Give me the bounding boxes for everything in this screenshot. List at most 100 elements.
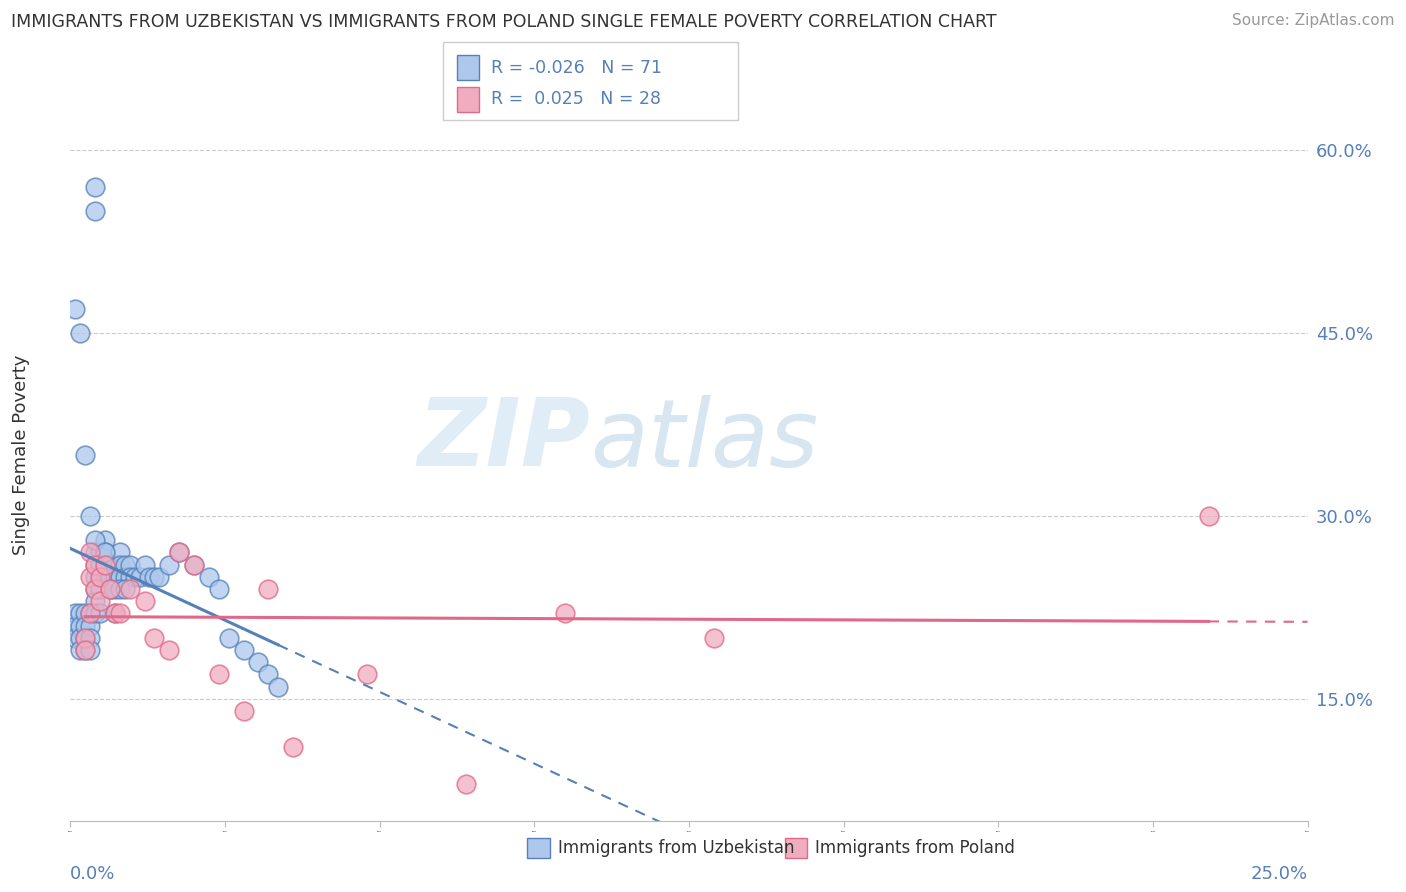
Point <box>157 558 180 572</box>
Point <box>84 594 107 608</box>
Point <box>118 582 141 596</box>
Text: ZIP: ZIP <box>418 394 591 486</box>
Point <box>75 631 97 645</box>
Point <box>89 570 111 584</box>
Point <box>89 545 111 559</box>
Point <box>208 582 231 596</box>
Point <box>69 326 91 340</box>
Text: Single Female Poverty: Single Female Poverty <box>11 355 30 555</box>
Point <box>257 667 280 681</box>
Text: atlas: atlas <box>591 395 818 486</box>
Point <box>94 533 117 548</box>
Point <box>84 607 107 621</box>
Point <box>104 607 127 621</box>
Point <box>89 570 111 584</box>
Point <box>94 545 117 559</box>
Point <box>114 582 136 596</box>
Point <box>104 570 127 584</box>
Point <box>208 667 231 681</box>
Point <box>94 545 117 559</box>
Point <box>84 204 107 219</box>
Point <box>84 533 107 548</box>
Point <box>114 570 136 584</box>
Point <box>79 570 101 584</box>
Text: Immigrants from Uzbekistan: Immigrants from Uzbekistan <box>558 839 794 857</box>
Point <box>79 618 101 632</box>
Point <box>89 558 111 572</box>
Point <box>69 643 91 657</box>
Text: 25.0%: 25.0% <box>1250 864 1308 882</box>
Point <box>69 607 91 621</box>
Point <box>247 655 270 669</box>
Point <box>75 643 97 657</box>
Text: 0.0%: 0.0% <box>70 864 115 882</box>
Point <box>157 643 180 657</box>
Point <box>1198 508 1220 523</box>
Point <box>108 570 131 584</box>
Point <box>69 618 91 632</box>
Point <box>79 508 101 523</box>
Point <box>198 570 221 584</box>
Point <box>79 643 101 657</box>
Point <box>183 558 205 572</box>
Point <box>94 558 117 572</box>
Point <box>118 570 141 584</box>
Point <box>98 582 121 596</box>
Point <box>232 643 254 657</box>
Point <box>65 301 87 316</box>
Point <box>148 570 170 584</box>
Point <box>84 179 107 194</box>
Point <box>98 558 121 572</box>
Point <box>84 582 107 596</box>
Point <box>703 631 725 645</box>
Point <box>98 582 121 596</box>
Text: R =  0.025   N = 28: R = 0.025 N = 28 <box>491 90 661 108</box>
Point <box>356 667 378 681</box>
Point <box>69 631 91 645</box>
Point <box>75 607 97 621</box>
Text: R = -0.026   N = 71: R = -0.026 N = 71 <box>491 59 662 77</box>
Point <box>257 582 280 596</box>
Point <box>84 582 107 596</box>
Point <box>108 558 131 572</box>
Point <box>65 607 87 621</box>
Point <box>104 582 127 596</box>
Point <box>65 631 87 645</box>
Point <box>232 704 254 718</box>
Text: Immigrants from Poland: Immigrants from Poland <box>815 839 1015 857</box>
Point <box>75 618 97 632</box>
Point <box>89 607 111 621</box>
Point <box>124 570 146 584</box>
Point <box>84 558 107 572</box>
Point <box>134 558 156 572</box>
Point <box>134 594 156 608</box>
Point <box>167 545 190 559</box>
Point <box>84 558 107 572</box>
Point <box>108 545 131 559</box>
Point <box>167 545 190 559</box>
Point <box>79 607 101 621</box>
Point <box>108 607 131 621</box>
Point <box>138 570 160 584</box>
Point <box>84 570 107 584</box>
Point <box>554 607 576 621</box>
Point <box>79 545 101 559</box>
Point <box>267 680 290 694</box>
Point <box>89 582 111 596</box>
Point <box>75 631 97 645</box>
Point <box>94 570 117 584</box>
Point <box>98 570 121 584</box>
Point <box>108 582 131 596</box>
Point <box>128 570 150 584</box>
Point <box>89 594 111 608</box>
Text: Source: ZipAtlas.com: Source: ZipAtlas.com <box>1232 13 1395 29</box>
Point <box>281 740 304 755</box>
Point <box>98 582 121 596</box>
Point <box>118 558 141 572</box>
Text: IMMIGRANTS FROM UZBEKISTAN VS IMMIGRANTS FROM POLAND SINGLE FEMALE POVERTY CORRE: IMMIGRANTS FROM UZBEKISTAN VS IMMIGRANTS… <box>11 13 997 31</box>
Point <box>84 545 107 559</box>
Point <box>104 607 127 621</box>
Point <box>75 643 97 657</box>
Point <box>143 631 166 645</box>
Point <box>65 618 87 632</box>
